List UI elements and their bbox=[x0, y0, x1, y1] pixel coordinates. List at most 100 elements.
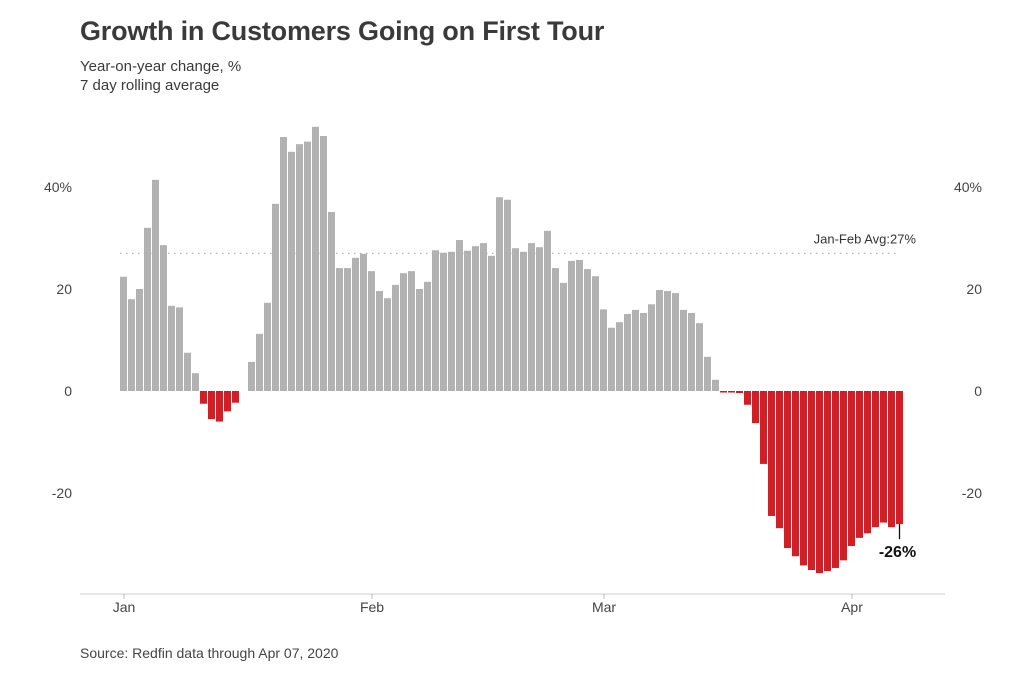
bar-positive bbox=[248, 361, 255, 391]
x-tick-label: Jan bbox=[113, 599, 136, 615]
bar-positive bbox=[520, 251, 527, 391]
end-annotation: -26% bbox=[879, 524, 916, 561]
bar-negative bbox=[816, 391, 823, 574]
bar-positive bbox=[288, 151, 295, 391]
bar-negative bbox=[208, 391, 215, 420]
bar-positive bbox=[624, 313, 631, 391]
bar-negative bbox=[800, 391, 807, 566]
bar-positive bbox=[568, 260, 575, 391]
bar-negative bbox=[792, 391, 799, 557]
bar-positive bbox=[432, 250, 439, 391]
y-axis-left: 40% 20 0 -20 bbox=[44, 179, 72, 501]
bar-positive bbox=[712, 379, 719, 391]
chart-title: Growth in Customers Going on First Tour bbox=[80, 16, 605, 46]
bar-positive bbox=[336, 268, 343, 391]
bar-negative bbox=[760, 391, 767, 464]
bar-negative bbox=[856, 391, 863, 538]
bar-positive bbox=[448, 251, 455, 391]
bar-positive bbox=[416, 289, 423, 391]
bar-negative bbox=[864, 391, 871, 534]
bar-negative bbox=[880, 391, 887, 523]
bar-positive bbox=[272, 203, 279, 391]
bar-positive bbox=[584, 269, 591, 391]
y-tick-label-left: 20 bbox=[56, 281, 72, 297]
bar-negative bbox=[784, 391, 791, 549]
bar-positive bbox=[552, 268, 559, 391]
bar-positive bbox=[184, 352, 191, 391]
bar-positive bbox=[392, 284, 399, 391]
bars-group bbox=[120, 126, 903, 574]
bar-positive bbox=[168, 305, 175, 391]
bar-positive bbox=[456, 240, 463, 391]
bar-negative bbox=[752, 391, 759, 424]
bar-positive bbox=[128, 299, 135, 391]
bar-positive bbox=[600, 309, 607, 391]
y-tick-label-left: 0 bbox=[64, 383, 72, 399]
y-tick-label-right: 0 bbox=[974, 383, 982, 399]
bar-negative bbox=[896, 391, 903, 525]
bar-negative bbox=[832, 391, 839, 568]
bar-positive bbox=[400, 273, 407, 391]
bar-negative bbox=[232, 391, 239, 403]
subtitle-line-1: Year-on-year change, % bbox=[80, 58, 242, 75]
bar-positive bbox=[480, 243, 487, 391]
annotation-label: -26% bbox=[879, 544, 916, 561]
bar-positive bbox=[544, 230, 551, 391]
bar-positive bbox=[464, 250, 471, 391]
bar-positive bbox=[256, 333, 263, 391]
y-tick-label-right: 40% bbox=[954, 179, 982, 195]
bar-positive bbox=[360, 253, 367, 391]
bar-positive bbox=[320, 136, 327, 391]
x-tick-label: Feb bbox=[360, 599, 384, 615]
x-tick-label: Apr bbox=[841, 599, 863, 615]
bar-positive bbox=[368, 271, 375, 391]
bar-positive bbox=[304, 141, 311, 391]
bar-positive bbox=[144, 227, 151, 391]
bar-positive bbox=[592, 276, 599, 391]
bar-negative bbox=[736, 391, 743, 394]
bar-positive bbox=[672, 293, 679, 391]
bar-positive bbox=[664, 291, 671, 391]
reference-line-group: Jan-Feb Avg:27% bbox=[120, 231, 917, 254]
bar-negative bbox=[728, 391, 735, 393]
bar-positive bbox=[352, 257, 359, 391]
bar-positive bbox=[656, 290, 663, 391]
bar-positive bbox=[560, 282, 567, 391]
bar-positive bbox=[424, 281, 431, 391]
bar-positive bbox=[160, 245, 167, 391]
reference-line-label: Jan-Feb Avg:27% bbox=[814, 231, 917, 246]
bar-positive bbox=[648, 304, 655, 391]
y-tick-label-right: 20 bbox=[966, 281, 982, 297]
y-tick-label-left: -20 bbox=[52, 485, 72, 501]
bar-positive bbox=[176, 307, 183, 391]
bar-positive bbox=[384, 298, 391, 391]
bar-negative bbox=[888, 391, 895, 528]
chart-subtitle: Year-on-year change, % 7 day rolling ave… bbox=[80, 57, 241, 95]
bar-positive bbox=[688, 312, 695, 391]
bar-positive bbox=[608, 327, 615, 391]
bar-positive bbox=[488, 255, 495, 391]
bar-negative bbox=[840, 391, 847, 561]
bar-positive bbox=[296, 144, 303, 391]
bar-positive bbox=[440, 252, 447, 391]
bar-positive bbox=[696, 323, 703, 391]
bar-positive bbox=[536, 247, 543, 391]
bar-positive bbox=[312, 126, 319, 391]
bar-positive bbox=[472, 246, 479, 391]
bar-negative bbox=[848, 391, 855, 547]
bar-positive bbox=[192, 373, 199, 391]
bar-positive bbox=[640, 312, 647, 391]
bar-negative bbox=[808, 391, 815, 571]
bar-positive bbox=[408, 271, 415, 391]
subtitle-line-2: 7 day rolling average bbox=[80, 77, 220, 94]
bar-negative bbox=[744, 391, 751, 405]
bar-positive bbox=[152, 179, 159, 391]
bar-positive bbox=[264, 302, 271, 391]
bar-positive bbox=[632, 309, 639, 391]
bar-negative bbox=[216, 391, 223, 422]
y-tick-label-right: -20 bbox=[962, 485, 982, 501]
bar-negative bbox=[200, 391, 207, 404]
bar-negative bbox=[224, 391, 231, 412]
bar-negative bbox=[824, 391, 831, 572]
